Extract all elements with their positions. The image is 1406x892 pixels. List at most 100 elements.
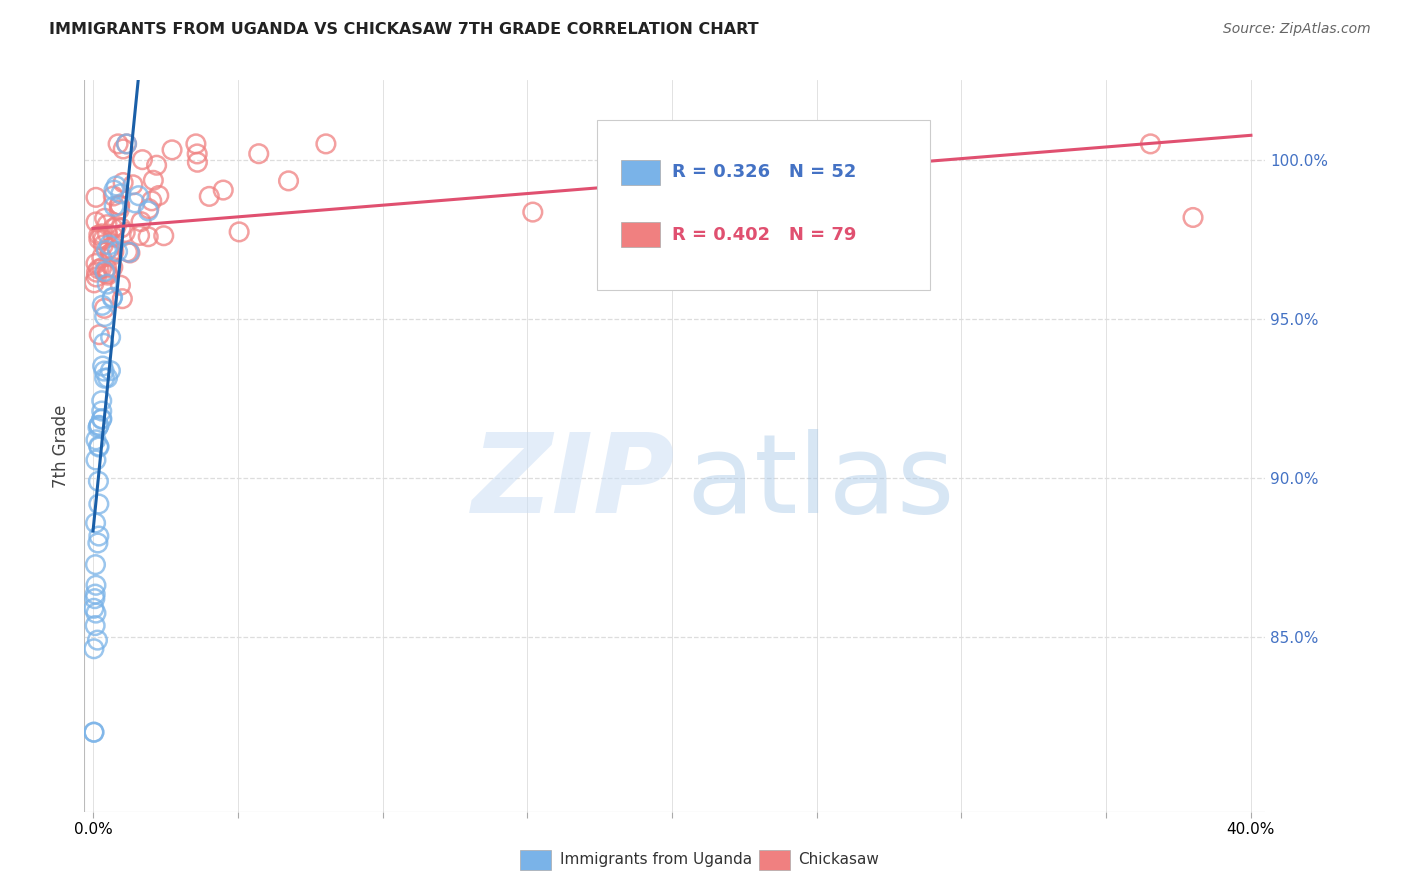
Y-axis label: 7th Grade: 7th Grade: [52, 404, 70, 488]
Point: [87, 262, 110, 277]
Point: [90, 251, 112, 265]
Point: [87, 439, 110, 453]
Point: [87, 529, 110, 543]
Point: [83, 725, 105, 739]
Point: [96, 267, 118, 281]
Point: [87, 475, 110, 489]
Point: [110, 186, 132, 201]
Point: [83, 641, 105, 656]
Point: [105, 178, 128, 193]
Point: [198, 189, 221, 203]
Point: [623, 136, 645, 151]
Point: [93, 336, 115, 351]
Point: [101, 260, 124, 275]
Point: [96, 277, 118, 292]
Point: [103, 199, 125, 213]
Point: [103, 221, 125, 235]
Point: [96, 244, 118, 258]
Point: [118, 246, 141, 260]
Point: [152, 228, 174, 243]
Point: [84, 587, 107, 601]
Point: [93, 211, 115, 226]
Point: [100, 246, 122, 260]
Point: [115, 136, 138, 151]
Point: [141, 194, 163, 208]
Point: [84, 516, 107, 530]
Point: [904, 136, 927, 151]
Point: [108, 202, 131, 217]
Point: [101, 290, 124, 304]
Point: [110, 221, 132, 235]
Point: [105, 219, 128, 234]
Point: [160, 143, 183, 157]
Point: [90, 393, 112, 408]
Point: [96, 227, 118, 241]
Point: [91, 298, 114, 312]
Point: [142, 173, 165, 187]
Point: [186, 155, 208, 169]
Point: [315, 136, 337, 151]
Point: [103, 244, 125, 259]
Text: ZIP: ZIP: [471, 429, 675, 536]
Point: [145, 158, 167, 172]
Point: [86, 265, 108, 279]
Point: [96, 218, 118, 232]
Point: [793, 235, 815, 250]
Point: [93, 371, 115, 385]
Point: [118, 245, 141, 260]
Text: Chickasaw: Chickasaw: [799, 853, 880, 867]
Point: [111, 292, 134, 306]
Point: [83, 601, 105, 615]
Point: [634, 184, 657, 198]
Text: R = 0.402   N = 79: R = 0.402 N = 79: [672, 226, 856, 244]
Point: [101, 291, 124, 305]
Text: IMMIGRANTS FROM UGANDA VS CHICKASAW 7TH GRADE CORRELATION CHART: IMMIGRANTS FROM UGANDA VS CHICKASAW 7TH …: [49, 22, 759, 37]
Point: [128, 188, 150, 202]
Point: [136, 229, 159, 244]
Point: [98, 241, 121, 255]
Point: [832, 136, 855, 151]
Point: [117, 244, 139, 259]
Point: [93, 364, 115, 378]
Point: [101, 248, 124, 262]
Point: [87, 420, 110, 434]
Point: [101, 229, 124, 244]
Point: [96, 260, 118, 275]
Point: [97, 268, 120, 282]
Point: [84, 578, 107, 592]
Point: [108, 198, 131, 212]
Point: [1139, 136, 1161, 151]
Point: [114, 226, 136, 240]
Text: atlas: atlas: [686, 429, 955, 536]
Point: [103, 183, 125, 197]
Point: [110, 278, 132, 293]
Point: [84, 270, 107, 285]
Point: [84, 453, 107, 467]
Point: [93, 264, 115, 278]
Point: [87, 497, 110, 511]
Point: [91, 232, 114, 246]
Point: [1182, 211, 1205, 225]
Point: [107, 136, 129, 151]
Point: [84, 190, 107, 204]
Point: [83, 725, 105, 739]
Point: [93, 310, 115, 324]
Point: [91, 359, 114, 373]
Point: [98, 238, 121, 252]
Point: [630, 174, 652, 188]
Point: [129, 215, 152, 229]
Point: [87, 232, 110, 246]
Point: [107, 244, 129, 259]
Point: [891, 136, 914, 151]
Point: [83, 276, 105, 290]
Point: [84, 215, 107, 229]
Point: [87, 536, 110, 550]
Point: [228, 225, 250, 239]
Text: Immigrants from Uganda: Immigrants from Uganda: [560, 853, 752, 867]
Point: [86, 633, 108, 648]
Point: [879, 136, 901, 151]
Point: [128, 228, 150, 243]
Point: [89, 327, 111, 342]
Point: [90, 412, 112, 426]
Point: [277, 174, 299, 188]
